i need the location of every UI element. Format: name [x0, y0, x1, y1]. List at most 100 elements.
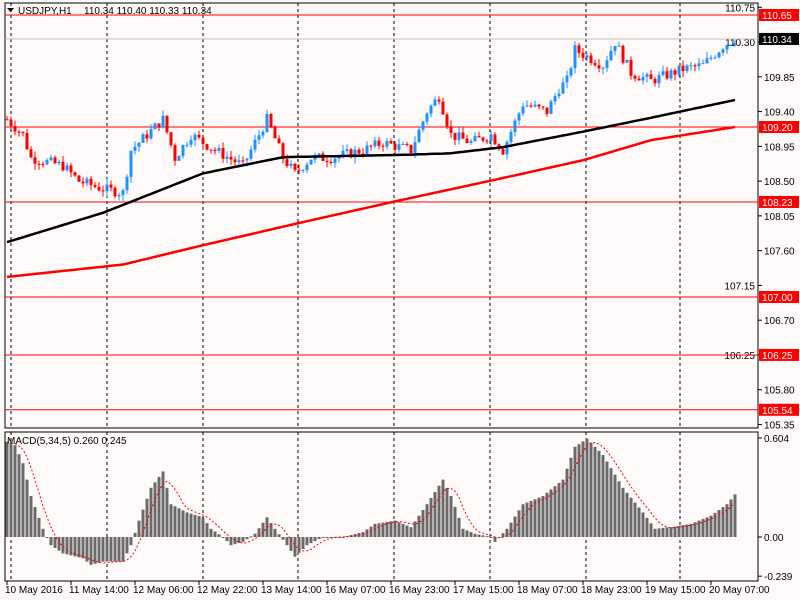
candle-body — [61, 161, 65, 171]
candle — [77, 175, 81, 182]
macd-histogram-bar — [669, 527, 673, 537]
macd-histogram-bar — [289, 537, 293, 551]
macd-histogram-bar — [13, 445, 17, 537]
macd-signal-line — [6, 441, 736, 564]
price-tick-label: 105.35 — [764, 420, 795, 431]
candle — [49, 154, 53, 162]
candle-body — [501, 148, 505, 155]
candle-body — [133, 146, 137, 151]
time-tick-label: 13 May 14:00 — [261, 585, 322, 596]
candle — [141, 132, 145, 143]
candle — [545, 107, 549, 117]
candle-body — [109, 184, 113, 188]
time-tick-label: 18 May 07:00 — [517, 585, 578, 596]
current-price-badge — [759, 32, 799, 45]
macd-histogram-bar — [713, 512, 717, 537]
macd-histogram-bar — [565, 468, 569, 537]
macd-histogram-bar — [601, 455, 605, 537]
candle — [517, 111, 521, 126]
macd-histogram-bar — [105, 537, 109, 562]
candle-body — [645, 74, 649, 77]
macd-histogram-bar — [9, 443, 13, 537]
candle — [537, 104, 541, 110]
candle-body — [245, 158, 249, 161]
candle-body — [621, 45, 625, 63]
candle — [109, 180, 113, 192]
moving-average-black — [6, 98, 736, 244]
candle — [561, 77, 565, 95]
candle-body — [529, 105, 533, 107]
macd-histogram-bar — [285, 537, 289, 546]
macd-histogram-bar — [225, 537, 229, 542]
macd-histogram-bar — [269, 523, 273, 537]
candle-body — [641, 76, 645, 81]
candle-body — [117, 195, 121, 197]
candle — [129, 150, 133, 183]
candle — [57, 159, 61, 166]
time-tick-label: 10 May 2016 — [5, 585, 63, 596]
candle-body — [13, 125, 17, 132]
candle-body — [329, 161, 333, 164]
candle-body — [653, 78, 657, 84]
macd-histogram-bar — [377, 523, 381, 537]
candle-body — [525, 105, 529, 107]
macd-histogram-bar — [533, 499, 537, 537]
candle — [733, 39, 737, 47]
macd-histogram-bar — [381, 522, 385, 537]
macd-histogram-bar — [385, 521, 389, 537]
candle — [681, 60, 685, 78]
candle-body — [273, 127, 277, 139]
candle — [193, 132, 197, 146]
candle — [673, 68, 677, 81]
macd-histogram-bar — [309, 537, 313, 544]
macd-histogram-bar — [581, 441, 585, 537]
macd-histogram-bar — [293, 537, 297, 557]
macd-histogram-bar — [537, 497, 541, 537]
candle-body — [693, 65, 697, 67]
price-tick-label: 107.60 — [764, 247, 795, 258]
candle — [433, 96, 437, 107]
candle — [477, 131, 481, 138]
candle — [325, 156, 329, 168]
candle-body — [709, 57, 713, 59]
macd-histogram-bar — [145, 498, 149, 537]
candle — [181, 144, 185, 159]
candle — [373, 136, 377, 149]
macd-histogram-bar — [297, 537, 301, 553]
candle — [445, 112, 449, 130]
candle — [689, 61, 693, 71]
candle-body — [121, 190, 125, 196]
candle — [593, 59, 597, 67]
candle-body — [369, 145, 373, 147]
candle-body — [29, 149, 33, 158]
candle — [565, 70, 569, 89]
macd-histogram-bar — [109, 537, 113, 562]
macd-histogram-bar — [557, 482, 561, 537]
macd-histogram-bar — [49, 537, 53, 546]
macd-histogram-bar — [485, 536, 489, 538]
macd-histogram-bar — [241, 537, 245, 542]
candle — [429, 104, 433, 118]
macd-histogram-bar — [705, 517, 709, 537]
macd-histogram-bar — [69, 537, 73, 556]
candle-body — [417, 129, 421, 143]
macd-histogram-bar — [665, 527, 669, 537]
macd-histogram-bar — [177, 508, 181, 537]
candle — [609, 45, 613, 61]
candle-body — [249, 149, 253, 159]
candle — [553, 93, 557, 105]
candle — [693, 63, 697, 72]
macd-histogram-bar — [125, 537, 129, 554]
candle — [365, 141, 369, 156]
level-price-label: 108.23 — [762, 198, 793, 209]
macd-histogram-bar — [417, 515, 421, 537]
macd-histogram-bar — [401, 523, 405, 537]
candle — [705, 52, 709, 64]
candle-body — [441, 101, 445, 115]
candle-body — [437, 99, 441, 102]
candle-body — [677, 65, 681, 75]
macd-histogram-bar — [25, 479, 29, 537]
candle — [93, 182, 97, 189]
macd-histogram-bar — [221, 537, 225, 538]
